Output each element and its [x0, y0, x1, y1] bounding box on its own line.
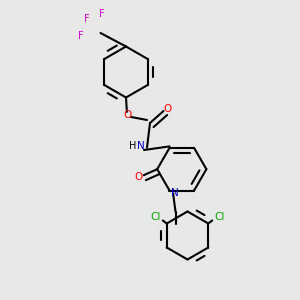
- Text: Cl: Cl: [151, 212, 161, 222]
- Text: H: H: [129, 141, 136, 151]
- Text: O: O: [163, 103, 172, 114]
- Text: F: F: [78, 31, 84, 41]
- Text: N: N: [171, 188, 179, 198]
- Text: Cl: Cl: [214, 212, 224, 222]
- Text: O: O: [135, 172, 143, 182]
- Text: F: F: [99, 9, 105, 20]
- Text: F: F: [84, 14, 90, 25]
- Text: O: O: [123, 110, 132, 121]
- Text: N: N: [136, 141, 144, 151]
